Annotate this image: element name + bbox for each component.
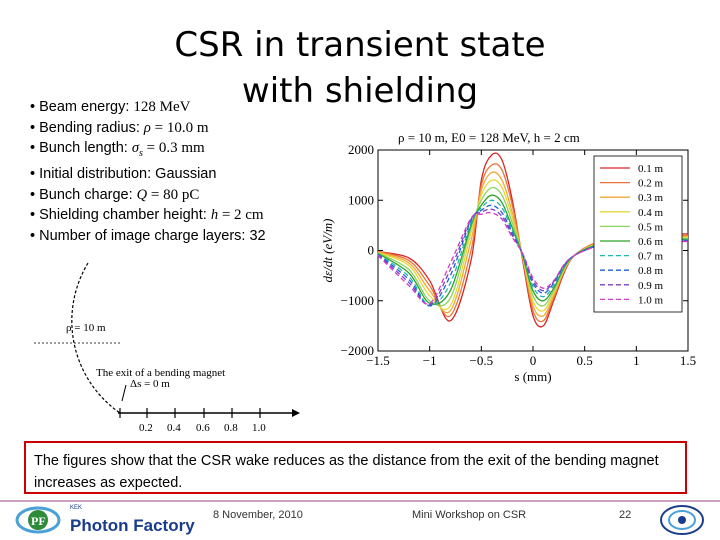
- logo-text: Photon Factory: [70, 516, 195, 535]
- diagram-tick-label: 0.4: [167, 422, 181, 434]
- bullet-chamber-height: • Shielding chamber height: h = 2 cm: [30, 207, 264, 224]
- y-tick-label: −2000: [341, 343, 374, 358]
- legend-label: 1.0 m: [638, 294, 664, 306]
- y-tick-label: −1000: [341, 293, 374, 308]
- y-tick-label: 1000: [348, 192, 374, 207]
- footer-date: 8 November, 2010: [213, 509, 303, 521]
- csr-wake-chart: ρ = 10 m, E0 = 128 MeV, h = 2 cm −1.5 −1 −0…: [320, 130, 696, 384]
- bullet-image-layers: • Number of image charge layers: 32: [30, 227, 266, 244]
- legend-label: 0.7 m: [638, 251, 664, 263]
- exit-arrow: [121, 384, 127, 402]
- svg-text:PF: PF: [31, 514, 46, 528]
- slide-title: CSR in transient state with shielding: [160, 22, 560, 114]
- kek-logo-icon: [660, 505, 704, 535]
- bullet-beam-energy: • Beam energy: 128 MeV: [30, 99, 191, 115]
- bullet-bunch-charge: • Bunch charge: Q = 80 pC: [30, 186, 200, 203]
- bullet-initial-distribution: • Initial distribution: Gaussian: [30, 166, 217, 183]
- diagram-tick-label: 0.8: [224, 422, 238, 434]
- diagram-tick-label: 0.2: [139, 422, 153, 434]
- bending-magnet-diagram: ρ = 10 m The exit of a bending magnet Δs…: [34, 262, 300, 434]
- pf-logo-icon: PF: [15, 506, 61, 534]
- legend-label: 0.1 m: [638, 163, 664, 175]
- legend-label: 0.9 m: [638, 280, 664, 292]
- x-tick-label: 0: [530, 353, 537, 368]
- legend-label: 0.6 m: [638, 236, 664, 248]
- y-tick-label: 2000: [348, 142, 374, 157]
- legend-label: 0.8 m: [638, 265, 664, 277]
- logo-subtext: KEK: [70, 505, 83, 511]
- x-tick-label: −1.5: [366, 353, 390, 368]
- bullet-bunch-length: • Bunch length: σs = 0.3 mm: [30, 140, 205, 159]
- bend-arc: [71, 262, 121, 414]
- legend-label: 0.2 m: [638, 178, 664, 190]
- title-line-1: CSR in transient state: [174, 25, 546, 65]
- footer-event: Mini Workshop on CSR: [412, 509, 527, 521]
- legend-label: 0.5 m: [638, 221, 664, 233]
- x-tick-label: 0.5: [577, 353, 593, 368]
- parameter-list: • Beam energy: 128 MeV • Bending radius:…: [30, 97, 266, 246]
- y-axis-label: dε/dt (eV/m): [320, 219, 335, 283]
- page-number: 22: [619, 509, 632, 521]
- x-tick-label: 1.5: [680, 353, 696, 368]
- radius-label: ρ = 10 m: [66, 322, 106, 334]
- bullet-bending-radius: • Bending radius: ρ = 10.0 m: [30, 119, 209, 136]
- delta-s-label: Δs = 0 m: [130, 378, 170, 390]
- legend-label: 0.4 m: [638, 207, 664, 219]
- conclusion-note: The figures show that the CSR wake reduc…: [24, 441, 687, 494]
- diagram-tick-label: 0.6: [196, 422, 210, 434]
- legend-label: 0.3 m: [638, 192, 664, 204]
- beam-arrowhead: [292, 409, 300, 417]
- x-axis-label: s (mm): [514, 369, 551, 384]
- chart-title: ρ = 10 m, E0 = 128 MeV, h = 2 cm: [398, 130, 580, 145]
- footer-divider: [0, 500, 720, 502]
- x-tick-label: −0.5: [470, 353, 494, 368]
- y-tick-label: 0: [368, 243, 375, 258]
- x-tick-label: −1: [423, 353, 437, 368]
- x-tick-label: 1: [633, 353, 640, 368]
- exit-label: The exit of a bending magnet: [96, 367, 225, 379]
- title-line-2: with shielding: [241, 71, 479, 111]
- slide-footer: [0, 500, 720, 540]
- diagram-tick-label: 1.0: [252, 422, 266, 434]
